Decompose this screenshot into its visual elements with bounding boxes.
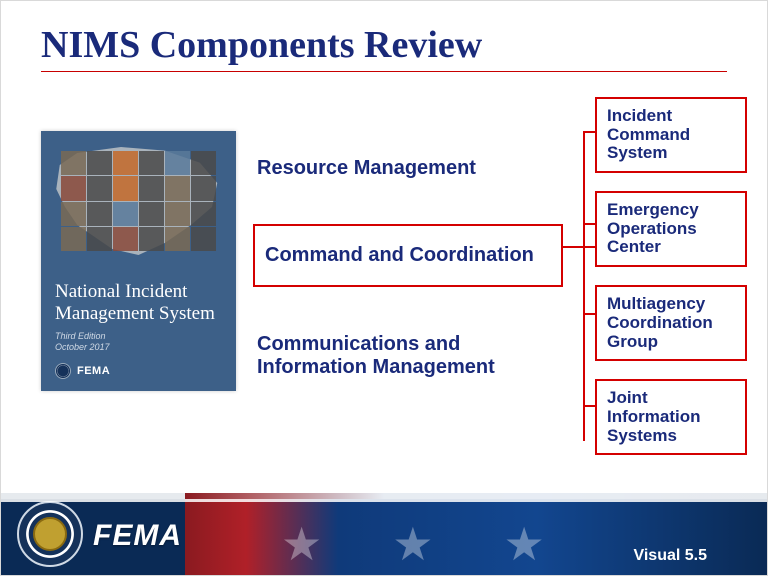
center-item-command: Command and Coordination (253, 224, 563, 287)
connector-line (583, 405, 595, 407)
right-item-label: Emergency Operations Center (607, 201, 735, 257)
right-item-mac: Multiagency Coordination Group (595, 285, 747, 361)
seal-eagle-icon (33, 517, 67, 551)
cover-subtitle: Third Edition October 2017 (55, 331, 110, 353)
right-item-label: Incident Command System (607, 107, 735, 163)
right-item-ics: Incident Command System (595, 97, 747, 173)
center-list: Resource Management Command and Coordina… (253, 151, 563, 385)
connector-line (583, 131, 585, 441)
nims-cover: National Incident Management System Thir… (41, 131, 236, 391)
right-item-jis: Joint Information Systems (595, 379, 747, 455)
title-area: NIMS Components Review (41, 23, 727, 72)
cover-date: October 2017 (55, 342, 110, 352)
footer-band: ★★★ FEMA Visual 5.5 (1, 493, 767, 575)
seal-icon (55, 363, 71, 379)
dhs-seal-icon (17, 501, 83, 567)
cover-agency-text: FEMA (77, 365, 110, 377)
visual-number: Visual 5.5 (633, 547, 707, 565)
footer-agency: FEMA (93, 519, 182, 553)
center-item-comms: Communications and Information Managemen… (253, 327, 563, 385)
cover-edition: Third Edition (55, 331, 106, 341)
right-list: Incident Command System Emergency Operat… (595, 97, 747, 473)
connector-line (583, 131, 595, 133)
slide: NIMS Components Review National Incident… (0, 0, 768, 576)
connector-line (583, 313, 595, 315)
page-title: NIMS Components Review (41, 23, 727, 67)
cover-agency: FEMA (55, 363, 110, 379)
cover-photo-tiles (61, 151, 216, 251)
connector-line (563, 246, 595, 248)
cover-title: National Incident Management System (55, 281, 222, 325)
right-item-eoc: Emergency Operations Center (595, 191, 747, 267)
center-item-resource: Resource Management (253, 151, 563, 186)
right-item-label: Multiagency Coordination Group (607, 295, 735, 351)
right-item-label: Joint Information Systems (607, 389, 735, 445)
star-icon: ★★★ (281, 517, 615, 571)
title-rule (41, 71, 727, 72)
connector-line (583, 223, 595, 225)
